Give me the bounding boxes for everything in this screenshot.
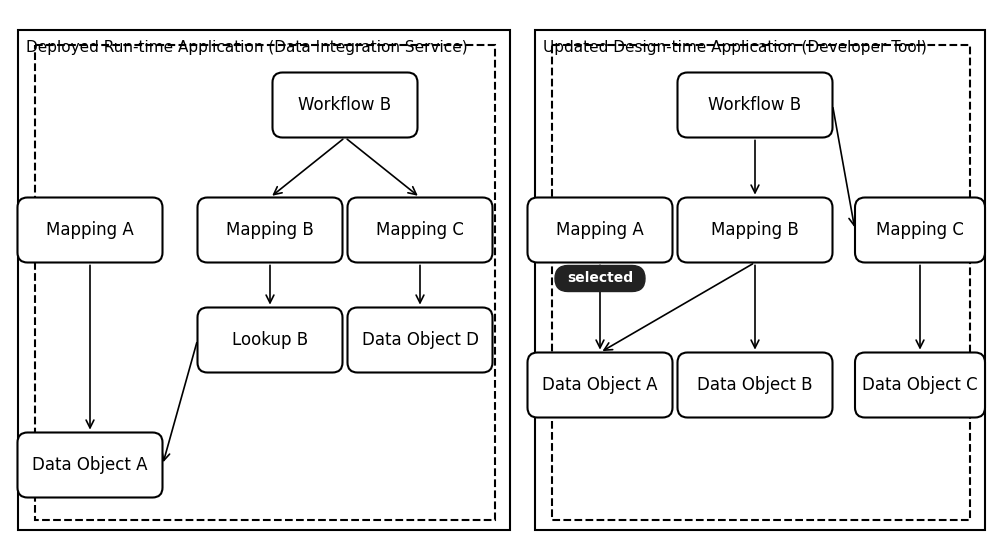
Text: Data Object C: Data Object C [862, 376, 977, 394]
Text: Mapping A: Mapping A [555, 221, 643, 239]
Text: Mapping B: Mapping B [225, 221, 314, 239]
Text: Lookup B: Lookup B [231, 331, 308, 349]
FancyBboxPatch shape [676, 72, 832, 138]
Text: Deployed Run-time Application (Data Integration Service): Deployed Run-time Application (Data Inte… [26, 40, 467, 55]
Text: Mapping C: Mapping C [875, 221, 963, 239]
Text: Mapping C: Mapping C [376, 221, 464, 239]
FancyBboxPatch shape [273, 72, 417, 138]
Text: Updated Design-time Application (Developer Tool): Updated Design-time Application (Develop… [542, 40, 926, 55]
FancyBboxPatch shape [197, 198, 342, 262]
Text: Mapping B: Mapping B [710, 221, 798, 239]
Bar [534, 30, 984, 530]
Text: Data Object A: Data Object A [542, 376, 657, 394]
FancyBboxPatch shape [676, 198, 832, 262]
FancyBboxPatch shape [17, 198, 162, 262]
FancyBboxPatch shape [854, 353, 984, 418]
FancyBboxPatch shape [527, 353, 671, 418]
Text: Mapping A: Mapping A [46, 221, 133, 239]
Bar [35, 45, 495, 520]
Text: Workflow B: Workflow B [299, 96, 391, 114]
Text: Data Object A: Data Object A [32, 456, 147, 474]
FancyBboxPatch shape [347, 307, 492, 373]
FancyBboxPatch shape [17, 432, 162, 497]
Text: Workflow B: Workflow B [707, 96, 801, 114]
Bar [551, 45, 969, 520]
FancyBboxPatch shape [676, 353, 832, 418]
FancyBboxPatch shape [527, 198, 671, 262]
FancyBboxPatch shape [347, 198, 492, 262]
FancyBboxPatch shape [554, 266, 644, 291]
Text: selected: selected [566, 271, 632, 286]
Bar [18, 30, 509, 530]
Text: Data Object D: Data Object D [361, 331, 478, 349]
FancyBboxPatch shape [854, 198, 984, 262]
Text: Data Object B: Data Object B [696, 376, 812, 394]
FancyBboxPatch shape [197, 307, 342, 373]
